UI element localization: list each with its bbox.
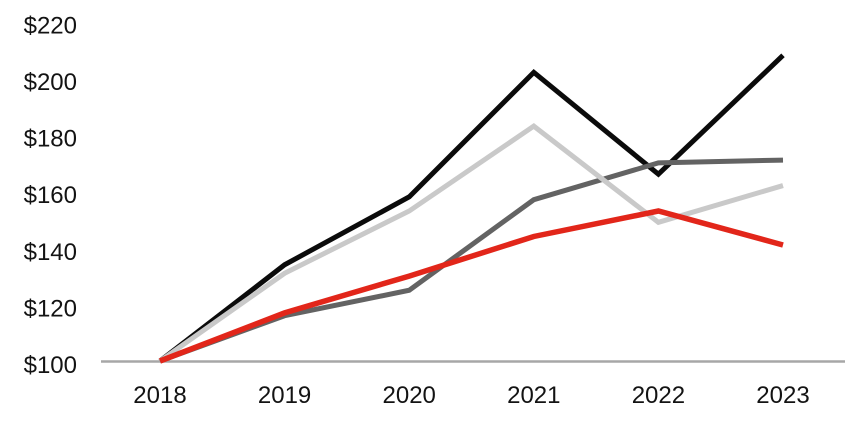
x-axis-label: 2020 [383,382,436,409]
y-axis-label: $200 [24,69,77,96]
y-axis-label: $160 [24,182,77,209]
x-axis-label: 2019 [258,382,311,409]
y-axis-label: $120 [24,295,77,322]
series-line-black [158,53,785,363]
x-axis-label: 2023 [756,382,809,409]
series-line-red [159,208,784,364]
series-line-dark-gray [159,157,784,364]
y-axis-label: $220 [24,12,77,39]
y-axis-label: $180 [24,126,77,153]
x-axis-label: 2022 [632,382,685,409]
x-axis-label: 2018 [133,382,186,409]
y-axis-label: $140 [24,239,77,266]
y-axis-label: $100 [24,352,77,379]
x-axis-label: 2021 [507,382,560,409]
